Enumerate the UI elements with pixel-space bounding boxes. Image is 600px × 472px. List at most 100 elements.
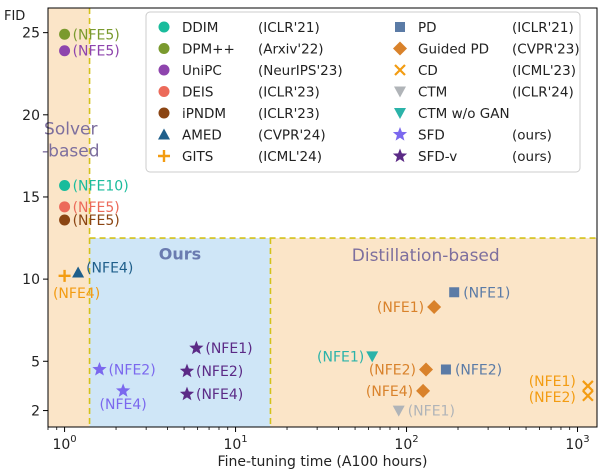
point-label-guided-pd-1: (NFE1) <box>377 300 424 316</box>
legend-marker-sfd-v <box>392 148 408 163</box>
x-tick-label: 103 <box>565 434 589 453</box>
point-sfd-v-1 <box>189 340 204 355</box>
point-ctm-1 <box>392 405 405 417</box>
point-label-sfd-2: (NFE4) <box>100 397 147 413</box>
legend-marker-pd <box>395 22 405 32</box>
y-tick-label: 15 <box>22 190 40 206</box>
point-ddim-1 <box>59 179 71 191</box>
legend-item-guided-pd: Guided PD (CVPR'23) <box>393 41 580 58</box>
point-guided-pd-1 <box>427 300 442 315</box>
legend-box <box>145 11 581 173</box>
point-ipndm-1 <box>59 214 71 226</box>
point-dpm-1 <box>59 28 71 40</box>
point-sfd-v-2 <box>179 363 195 378</box>
point-label-guided-pd-3: (NFE4) <box>366 384 413 400</box>
legend-venue: (ICLR'23) <box>258 85 320 101</box>
y-tick-label: 25 <box>22 26 40 42</box>
point-gits-1 <box>58 269 71 282</box>
point-cd-1 <box>582 380 594 392</box>
y-axis-label: FID <box>4 9 25 24</box>
legend-label: SFD-v <box>418 149 457 165</box>
legend-venue: (ICLR'24) <box>512 85 574 101</box>
legend-label: PD <box>418 20 437 36</box>
legend-venue: (ICML'23) <box>512 63 576 79</box>
legend-item-unipc: UniPC (NeurIPS'23) <box>158 63 343 79</box>
legend-venue: (ICLR'21) <box>512 20 574 36</box>
point-label-ctm-w-o-gan-1: (NFE1) <box>317 349 364 365</box>
point-label-pd-2: (NFE2) <box>455 362 502 378</box>
y-tick-label: 2 <box>31 404 40 420</box>
region-label-solver: Solver -based <box>42 120 99 162</box>
data-marks <box>58 28 594 417</box>
legend-label: GITS <box>182 149 213 165</box>
legend-label: DPM++ <box>182 42 235 58</box>
point-label-ctm-1: (NFE1) <box>408 404 455 420</box>
point-label-sfd-v-2: (NFE2) <box>196 364 243 380</box>
legend-item-ddim: DDIM (ICLR'21) <box>158 20 320 36</box>
legend-label: DDIM <box>182 20 218 36</box>
legend-venue: (ours) <box>512 149 552 165</box>
regions <box>48 8 597 427</box>
point-ctm-w-o-gan-1 <box>366 351 379 363</box>
x-tick-label: 100 <box>52 434 76 453</box>
legend-label: iPNDM <box>182 106 226 122</box>
point-sfd-v-3 <box>179 386 195 401</box>
legend-label: AMED <box>182 128 222 144</box>
y-tick-label: 20 <box>22 108 40 124</box>
point-label-sfd-v-3: (NFE4) <box>196 387 243 403</box>
legend-label: CD <box>418 63 438 79</box>
legend-marker-deis <box>158 86 170 97</box>
legend-item-gits: GITS (ICML'24) <box>158 149 322 165</box>
point-label-amed-1: (NFE4) <box>86 261 133 277</box>
legend-venue: (Arxiv'22) <box>258 42 324 58</box>
legend-item-pd: PD (ICLR'21) <box>395 20 574 36</box>
legend-marker-sfd <box>392 127 408 141</box>
point-cd-2 <box>582 390 594 402</box>
point-label-gits-1: (NFE4) <box>53 286 100 302</box>
region-label-distillation: Distillation-based <box>352 246 500 266</box>
point-sfd-1 <box>92 361 107 376</box>
point-label-unipc-1: (NFE5) <box>73 44 120 60</box>
legend-marker-ipndm <box>158 107 170 119</box>
point-label-cd-1: (NFE1) <box>529 374 576 390</box>
legend-item-ctm-w-o-gan: CTM w/o GAN <box>394 106 510 122</box>
point-unipc-1 <box>59 45 71 57</box>
legend-item-sfd-v: SFD-v (ours) <box>392 148 552 165</box>
x-axis: 100 101 102 103 <box>47 427 590 453</box>
legend-marker-unipc <box>158 64 170 76</box>
point-label-sfd-1: (NFE2) <box>108 362 155 378</box>
legend-item-ipndm: iPNDM (ICLR'23) <box>158 106 320 122</box>
point-guided-pd-2 <box>419 362 434 377</box>
point-pd-2 <box>440 364 451 375</box>
legend-label: Guided PD <box>418 42 489 58</box>
point-deis-1 <box>59 201 71 213</box>
legend-label: SFD <box>418 128 445 144</box>
region-boundaries <box>88 8 597 427</box>
region-distill <box>270 238 597 427</box>
point-guided-pd-3 <box>416 383 431 398</box>
legend-item-deis: DEIS (ICLR'23) <box>158 85 320 101</box>
legend-venue: (CVPR'23) <box>512 42 580 58</box>
legend-item-sfd: SFD (ours) <box>392 127 552 144</box>
legend-item-cd: CD (ICML'23) <box>394 63 576 79</box>
legend-label: DEIS <box>182 85 213 101</box>
legend-venue: (ICML'24) <box>258 149 322 165</box>
legend: DDIM (ICLR'21) DPM++ (Arxiv'22) UniPC (NeurIP… <box>145 11 581 173</box>
legend-marker-guided-pd <box>393 41 407 56</box>
legend-venue: (NeurIPS'23) <box>258 63 343 79</box>
point-label-sfd-v-1: (NFE1) <box>205 341 252 357</box>
legend-marker-gits <box>158 150 170 162</box>
legend-label: CTM <box>418 85 447 101</box>
point-label-guided-pd-2: (NFE2) <box>369 362 416 378</box>
legend-marker-ddim <box>158 21 170 33</box>
legend-label: UniPC <box>182 63 222 79</box>
legend-marker-cd <box>394 64 406 76</box>
legend-venue: (CVPR'24) <box>258 128 326 144</box>
legend-marker-ctm <box>394 86 406 98</box>
legend-venue: (ICLR'21) <box>258 20 320 36</box>
point-label-ipndm-1: (NFE5) <box>73 213 120 229</box>
legend-venue: (ICLR'23) <box>258 106 320 122</box>
point-labels: (NFE10)(NFE5)(NFE5)(NFE5)(NFE5)(NFE4)(NF… <box>53 27 576 419</box>
legend-item-dpm: DPM++ (Arxiv'22) <box>158 42 324 58</box>
